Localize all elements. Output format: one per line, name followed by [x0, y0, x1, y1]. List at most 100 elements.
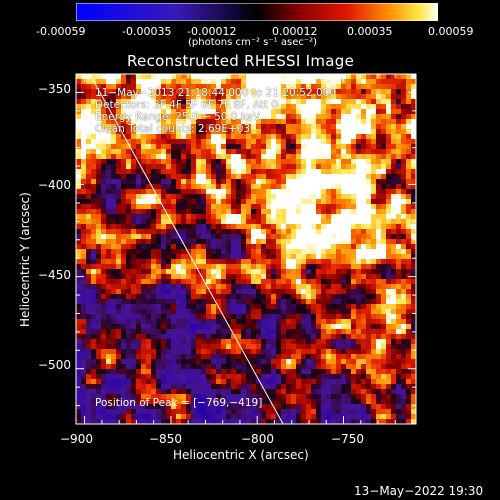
heatmap-cell — [391, 94, 397, 100]
heatmap-cell — [211, 134, 217, 140]
heatmap-cell — [356, 94, 362, 100]
heatmap-cell — [111, 349, 117, 355]
heatmap-cell — [301, 159, 307, 165]
heatmap-cell — [241, 194, 247, 200]
heatmap-cell — [81, 269, 87, 275]
heatmap-cell — [376, 179, 382, 185]
heatmap-cell — [331, 234, 337, 240]
heatmap-cell — [301, 164, 307, 170]
heatmap-cell — [276, 409, 282, 415]
heatmap-cell — [246, 134, 252, 140]
heatmap-cell — [371, 359, 377, 365]
heatmap-cell — [381, 349, 387, 355]
heatmap-cell — [116, 214, 122, 220]
heatmap-cell — [111, 399, 117, 405]
heatmap-cell — [156, 349, 162, 355]
heatmap-cell — [396, 154, 402, 160]
heatmap-cell — [96, 399, 102, 405]
heatmap-cell — [321, 324, 327, 330]
heatmap-cell — [396, 349, 402, 355]
heatmap-cell — [406, 419, 412, 425]
heatmap-cell — [351, 299, 357, 305]
heatmap-cell — [121, 389, 127, 395]
heatmap-cell — [111, 199, 117, 205]
heatmap-cell — [256, 364, 262, 370]
heatmap-cell — [236, 79, 242, 85]
heatmap-cell — [196, 114, 202, 120]
heatmap-cell — [376, 389, 382, 395]
heatmap-cell — [276, 129, 282, 135]
heatmap-cell — [391, 209, 397, 215]
heatmap-cell — [251, 399, 257, 405]
heatmap-cell — [216, 244, 222, 250]
heatmap-cell — [396, 269, 402, 275]
heatmap-cell — [156, 254, 162, 260]
heatmap-cell — [371, 229, 377, 235]
heatmap-cell — [301, 264, 307, 270]
heatmap-cell — [296, 149, 302, 155]
heatmap-cell — [186, 394, 192, 400]
heatmap-cell — [301, 239, 307, 245]
heatmap-cell — [166, 394, 172, 400]
heatmap-cell — [226, 409, 232, 415]
heatmap-cell — [396, 374, 402, 380]
heatmap-cell — [191, 294, 197, 300]
heatmap-cell — [396, 419, 402, 425]
heatmap-cell — [316, 144, 322, 150]
heatmap-cell — [226, 284, 232, 290]
heatmap-cell — [321, 304, 327, 310]
heatmap-cell — [181, 194, 187, 200]
heatmap-cell — [386, 284, 392, 290]
heatmap-cell — [366, 334, 372, 340]
heatmap-cell — [76, 249, 82, 255]
heatmap-cell — [256, 89, 262, 95]
heatmap-cell — [126, 419, 132, 425]
heatmap-cell — [246, 194, 252, 200]
heatmap-cell — [271, 174, 277, 180]
heatmap-cell — [81, 409, 87, 415]
heatmap-cell — [311, 209, 317, 215]
heatmap-cell — [321, 164, 327, 170]
heatmap-cell — [101, 264, 107, 270]
heatmap-cell — [101, 74, 107, 80]
heatmap-cell — [221, 189, 227, 195]
heatmap-cell — [231, 269, 237, 275]
heatmap-cell — [291, 134, 297, 140]
heatmap-cell — [171, 239, 177, 245]
heatmap-cell — [356, 349, 362, 355]
heatmap-cell — [81, 389, 87, 395]
heatmap-cell — [386, 339, 392, 345]
heatmap-cell — [356, 159, 362, 165]
heatmap-cell — [116, 134, 122, 140]
heatmap-cell — [86, 259, 92, 265]
heatmap-cell — [216, 319, 222, 325]
heatmap-cell — [331, 194, 337, 200]
heatmap-cell — [236, 244, 242, 250]
heatmap-cell — [211, 204, 217, 210]
heatmap-cell — [161, 114, 167, 120]
heatmap-cell — [326, 169, 332, 175]
heatmap-cell — [291, 339, 297, 345]
heatmap-cell — [206, 194, 212, 200]
heatmap-cell — [76, 389, 82, 395]
heatmap-cell — [361, 349, 367, 355]
heatmap-cell — [251, 264, 257, 270]
heatmap-cell — [131, 364, 137, 370]
heatmap-cell — [196, 264, 202, 270]
heatmap-cell — [396, 214, 402, 220]
heatmap-cell — [346, 274, 352, 280]
heatmap-cell — [246, 299, 252, 305]
heatmap-cell — [111, 334, 117, 340]
heatmap-cell — [271, 299, 277, 305]
heatmap-cell — [236, 374, 242, 380]
heatmap-cell — [226, 219, 232, 225]
heatmap-cell — [346, 264, 352, 270]
heatmap-cell — [191, 279, 197, 285]
heatmap-cell — [196, 204, 202, 210]
heatmap-cell — [371, 289, 377, 295]
heatmap-cell — [391, 279, 397, 285]
heatmap-cell — [266, 419, 272, 425]
heatmap-cell — [81, 214, 87, 220]
heatmap-cell — [96, 94, 102, 100]
heatmap-cell — [216, 324, 222, 330]
